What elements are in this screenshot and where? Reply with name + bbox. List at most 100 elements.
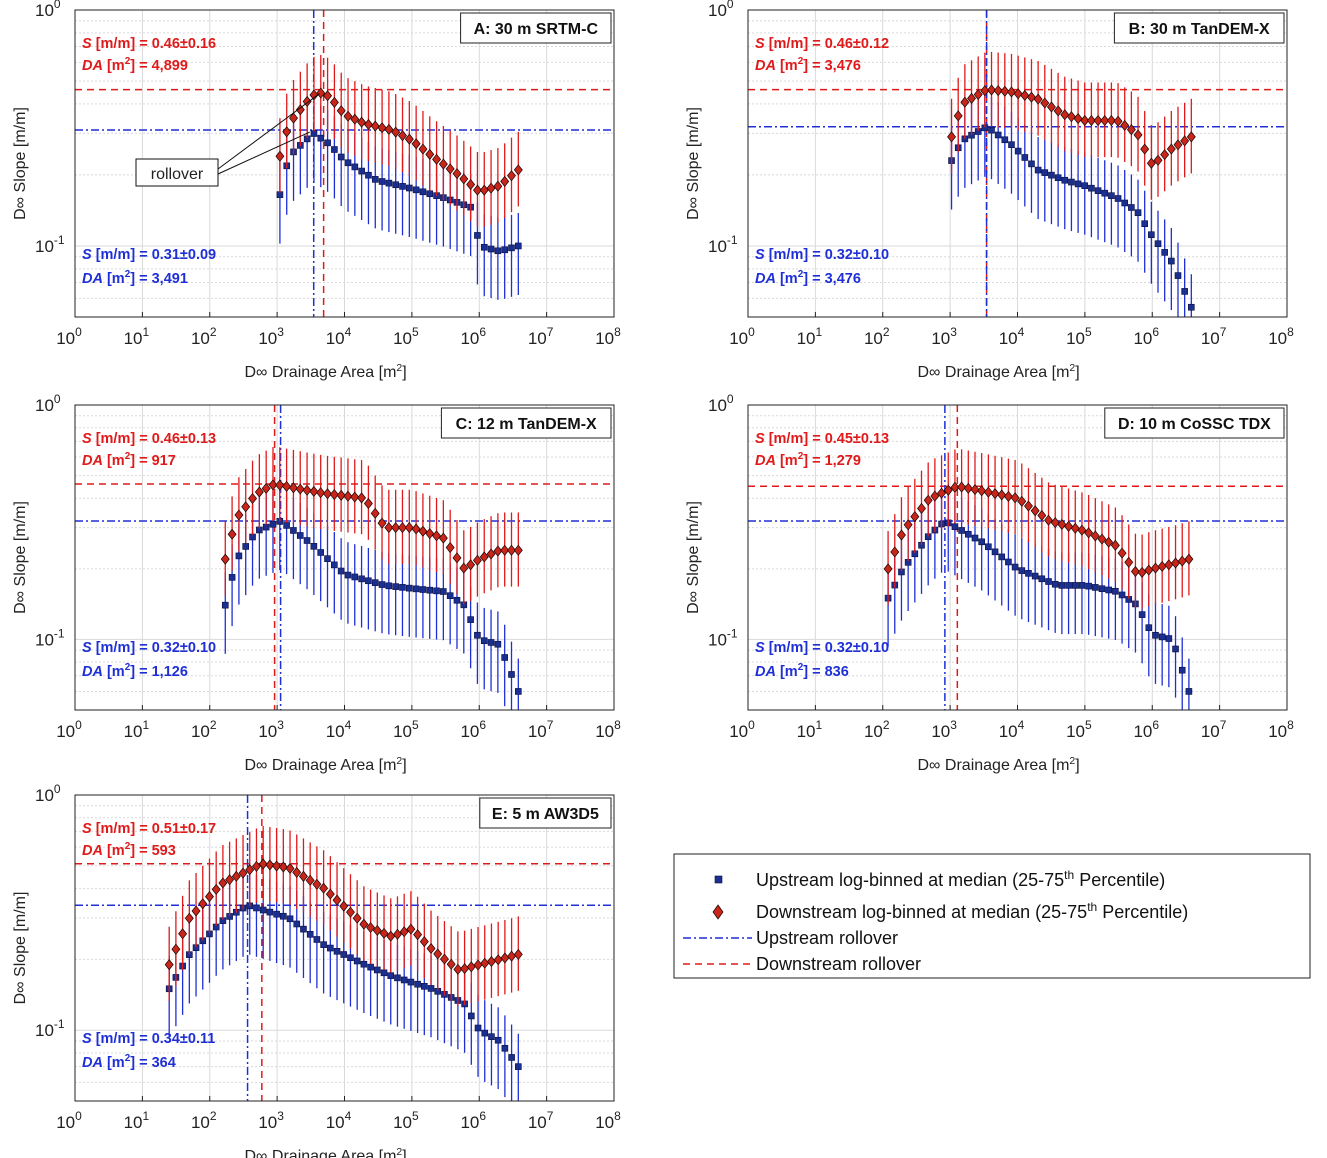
downstream-point (1140, 143, 1150, 155)
downstream-point (466, 961, 476, 973)
upstream-point (337, 567, 345, 575)
downstream-point (1133, 129, 1143, 141)
downstream-point (466, 178, 476, 191)
upstream-point (344, 571, 352, 579)
downstream-point (1120, 119, 1130, 131)
downstream-point (411, 523, 421, 535)
upstream-point (1128, 204, 1135, 211)
downstream-point (500, 544, 510, 556)
upstream-point (1141, 220, 1148, 228)
downstream-point (248, 492, 257, 505)
upstream-point (280, 912, 287, 920)
upstream-point (1188, 303, 1195, 311)
downstream-point (370, 120, 380, 132)
upstream-point (1154, 240, 1162, 248)
upstream-point (221, 601, 229, 609)
upstream-point (300, 925, 307, 933)
upstream-point (419, 586, 427, 593)
downstream-point (1171, 557, 1180, 569)
downstream-point (316, 487, 326, 499)
x-tick-label: 100 (56, 718, 82, 741)
upstream-point (1114, 195, 1122, 202)
downstream-point (411, 138, 421, 150)
downstream-point (433, 948, 443, 960)
x-tick-label: 107 (528, 1109, 554, 1132)
grid (748, 10, 1287, 317)
upstream-point (317, 134, 325, 142)
downstream-point (1117, 547, 1127, 559)
upstream-slope-label: S [m/m] = 0.32±0.10 (755, 640, 889, 656)
x-tick-label: 108 (1268, 718, 1294, 741)
downstream-point (227, 528, 237, 540)
downstream-point (1164, 559, 1174, 571)
legend-label: Downstream rollover (756, 954, 921, 974)
upstream-area-label: DA [m2] = 836 (755, 662, 849, 680)
downstream-point (1184, 553, 1194, 565)
upstream-point (1185, 688, 1193, 695)
downstream-point (1073, 113, 1083, 125)
upstream-point (385, 179, 393, 187)
downstream-point (404, 522, 414, 534)
legend-item: Downstream log-binned at median (25-75th… (712, 900, 1188, 922)
upstream-point (1021, 154, 1029, 161)
upstream-point (508, 244, 515, 252)
downstream-point (953, 110, 963, 122)
downstream-point (282, 480, 292, 493)
upstream-point (1118, 591, 1126, 599)
downstream-point (1020, 89, 1030, 102)
downstream-point (254, 486, 264, 498)
downstream-point (1104, 536, 1114, 548)
ticks (74, 1096, 615, 1101)
upstream-point (1161, 249, 1168, 256)
upstream-point (296, 532, 304, 539)
chart-panel: 100 101 102 103 104 105 106 107 108 10-1 100 D∞ Dra… (12, 782, 621, 1158)
upstream-point (480, 637, 488, 645)
downstream-markers (164, 858, 523, 975)
upstream-point (480, 243, 488, 251)
downstream-point (164, 959, 174, 971)
downstream-point (473, 959, 483, 971)
downstream-point (486, 182, 496, 194)
downstream-point (1057, 518, 1067, 531)
downstream-point (445, 542, 455, 554)
downstream-point (1053, 105, 1063, 117)
chart-panel: 100 101 102 103 104 105 106 107 108 10-1 100 D∞ Dra… (685, 0, 1294, 381)
upstream-point (374, 966, 381, 974)
downstream-point (960, 96, 970, 108)
upstream-point (327, 944, 334, 952)
upstream-point (1048, 171, 1055, 179)
downstream-point (171, 943, 181, 955)
downstream-point (350, 113, 360, 125)
downstream-point (225, 874, 235, 886)
panel-title-text: A: 30 m SRTM-C (474, 21, 599, 38)
upstream-slope-label: S [m/m] = 0.31±0.09 (82, 247, 216, 263)
downstream-point (198, 898, 208, 910)
rollover-lines (75, 795, 614, 1101)
upstream-point (951, 523, 959, 530)
upstream-point (1094, 187, 1102, 194)
downstream-point (404, 133, 414, 145)
panel-title-box (440, 407, 612, 439)
upstream-point (412, 186, 420, 194)
downstream-point (923, 494, 933, 506)
downstream-point (272, 860, 282, 872)
upstream-point (474, 631, 481, 639)
upstream-point (1071, 582, 1079, 589)
upstream-point (508, 671, 515, 678)
upstream-point (440, 588, 447, 595)
downstream-point (1180, 135, 1190, 147)
downstream-point (325, 888, 335, 900)
downstream-point (973, 88, 983, 101)
upstream-point (399, 584, 406, 591)
x-tick-label: 102 (191, 718, 217, 741)
upstream-point (433, 587, 440, 595)
ticks (74, 705, 615, 710)
downstream-point (446, 958, 456, 970)
upstream-point (331, 561, 338, 569)
downstream-point (1027, 91, 1036, 103)
downstream-point (329, 488, 339, 501)
downstream-point (493, 545, 503, 557)
panel-title: D: 10 m CoSSC TDX (1104, 407, 1285, 439)
downstream-point (275, 150, 285, 162)
downstream-point (967, 92, 976, 104)
